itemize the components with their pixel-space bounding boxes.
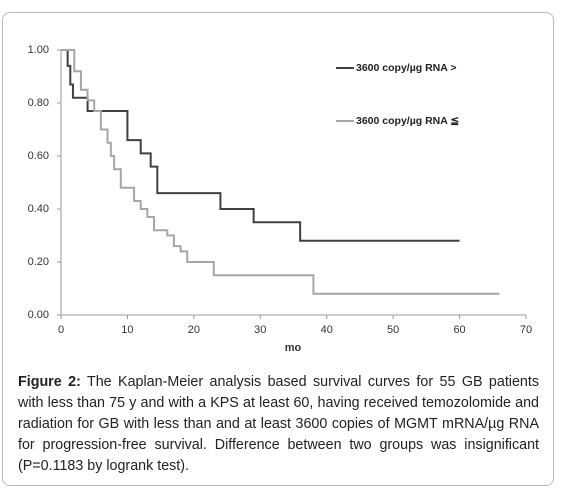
x-tick-label: 20 [188, 324, 200, 336]
y-tick-label: 0.80 [28, 97, 49, 109]
x-axis-label: mo [285, 342, 302, 354]
survival-line [61, 49, 460, 242]
y-tick-label: 0.60 [28, 150, 49, 162]
x-tick-label: 0 [58, 324, 64, 336]
y-tick-label: 0.40 [28, 203, 49, 215]
legend-label: 3600 copy/µg RNA ≦ [356, 115, 459, 127]
x-tick-label: 70 [520, 324, 532, 336]
y-tick-label: 0.00 [28, 309, 49, 321]
survival-line [61, 49, 500, 295]
y-tick-label: 1.00 [28, 44, 49, 56]
caption: Figure 2: The Kaplan-Meier analysis base… [18, 372, 539, 477]
chart: mo 0.00 0.20 0.40 0.60 0.80 1.00 0 10 20 30 40 50 60… [28, 44, 533, 354]
x-tick-label: 40 [321, 324, 333, 336]
y-tick-label: 0.20 [28, 256, 49, 268]
caption-text: The Kaplan-Meier analysis based survival… [18, 374, 539, 474]
figure-frame [2, 12, 554, 486]
x-tick-label: 30 [254, 324, 266, 336]
caption-label: Figure 2: [18, 374, 81, 390]
legend-label: 3600 copy/µg RNA > [356, 62, 457, 74]
x-tick-label: 50 [387, 324, 399, 336]
x-tick-label: 10 [121, 324, 133, 336]
x-tick-label: 60 [453, 324, 465, 336]
